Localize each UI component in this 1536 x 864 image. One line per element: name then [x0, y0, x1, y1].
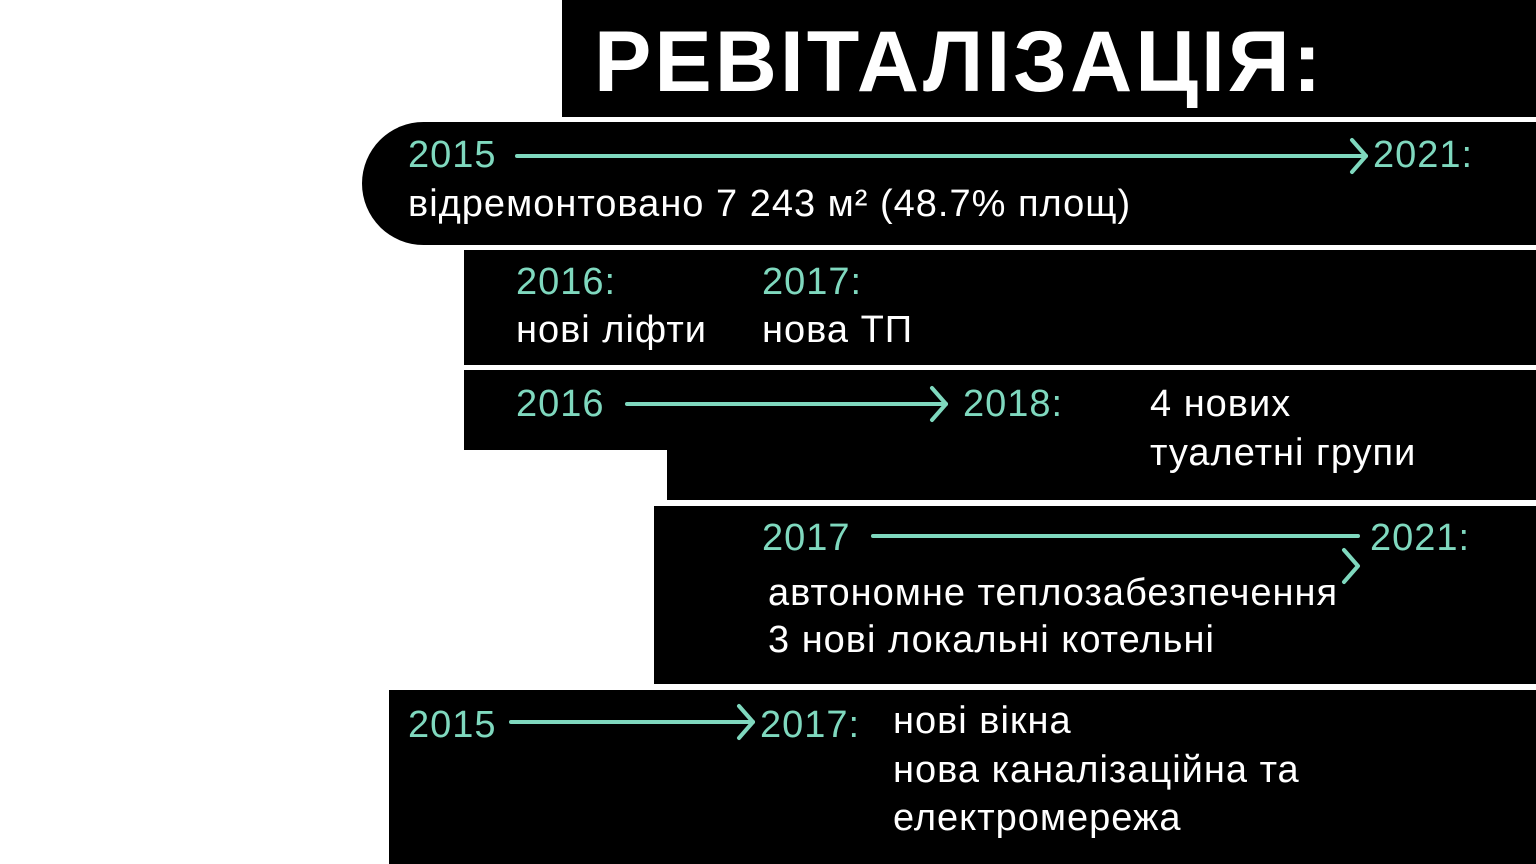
block-text: туалетні групи — [1150, 432, 1417, 474]
block-text: 3 нові локальні котельні — [768, 619, 1215, 661]
end-year: 2021: — [1373, 134, 1474, 176]
block-text: нова каналізаційна та — [893, 749, 1300, 791]
block-text: нова ТП — [762, 309, 914, 351]
start-year: 2015 — [408, 134, 497, 176]
timeline-block-3 — [464, 370, 1536, 450]
end-year: 2021: — [1370, 517, 1471, 559]
block-text: нові вікна — [893, 700, 1072, 742]
block-text: 4 нових — [1150, 383, 1292, 425]
year-label: 2017: — [762, 261, 863, 303]
timeline-block-5 — [389, 690, 1536, 864]
block-text: електромережа — [893, 797, 1182, 839]
block-text: нові ліфти — [516, 309, 707, 351]
timeline-block-3-ext — [667, 449, 1536, 500]
block-text: відремонтовано 7 243 м² (48.7% площ) — [408, 183, 1132, 225]
end-year: 2017: — [760, 704, 861, 746]
timeline-block-2 — [464, 250, 1536, 365]
start-year: 2015 — [408, 704, 497, 746]
timeline-block-1 — [362, 122, 1536, 245]
slide-title: РЕВІТАЛІЗАЦІЯ: — [594, 14, 1325, 110]
year-label: 2016: — [516, 261, 617, 303]
start-year: 2016 — [516, 383, 605, 425]
end-year: 2018: — [963, 383, 1064, 425]
title-banner — [562, 0, 1536, 117]
block-text: автономне теплозабезпечення — [768, 572, 1339, 614]
start-year: 2017 — [762, 517, 851, 559]
